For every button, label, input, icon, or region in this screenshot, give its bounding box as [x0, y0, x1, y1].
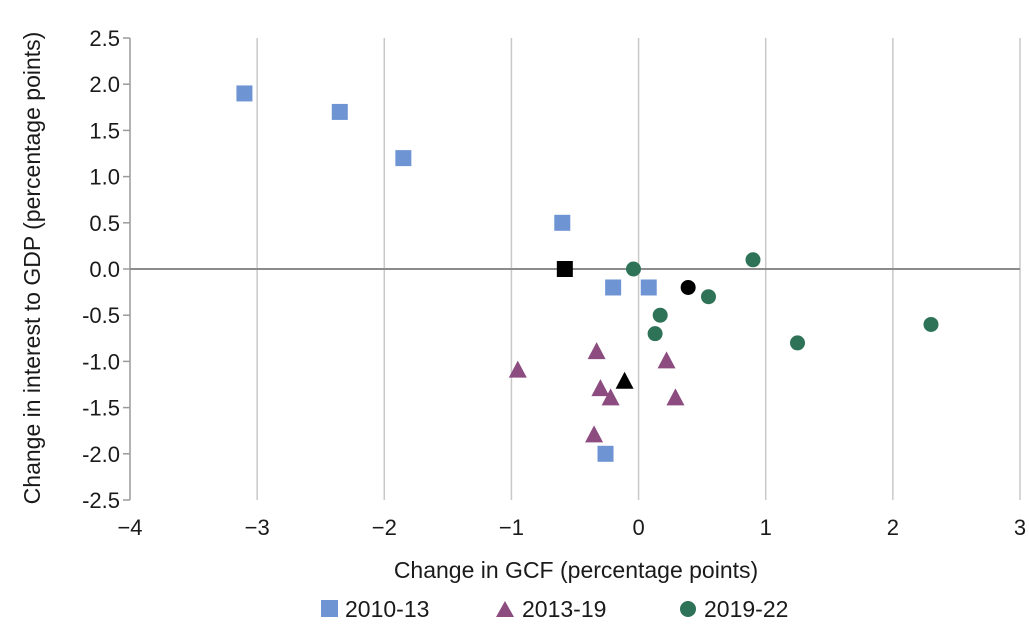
point-2010-13 — [605, 279, 622, 296]
x-tick-label: −4 — [117, 515, 142, 540]
point-2013-19 — [657, 351, 676, 369]
legend-label-2010-13: 2010-13 — [345, 596, 429, 622]
point-2013-19 — [601, 388, 620, 406]
average-point-2013-19 — [615, 371, 634, 389]
x-tick-label: 2 — [887, 515, 899, 540]
legend-marker-2019-22 — [680, 601, 696, 617]
x-tick-label: 3 — [1014, 515, 1026, 540]
y-tick-label: 1.0 — [89, 165, 120, 190]
point-2013-19 — [508, 360, 527, 378]
y-tick-label: -0.5 — [82, 303, 120, 328]
y-tick-label: 1.5 — [89, 118, 120, 143]
tick-labels: 2.5 2.0 1.5 1.0 0.5 0.0 -0.5 -1.0 -1.5 -2.0 -2.5−4… — [82, 26, 1026, 540]
point-2019-22 — [923, 316, 939, 332]
point-2010-13 — [236, 85, 253, 102]
point-2013-19 — [666, 388, 685, 406]
average-point-2019-22 — [680, 279, 696, 295]
point-2013-19 — [585, 425, 604, 443]
x-tick-label: −3 — [245, 515, 270, 540]
point-2013-19 — [591, 379, 610, 397]
legend: 2010-13 2013-19 2019-22 — [321, 596, 788, 622]
average-point-2010-13 — [556, 261, 573, 277]
point-2010-13 — [395, 150, 412, 167]
y-tick-label: 0.0 — [89, 257, 120, 282]
point-2019-22 — [652, 307, 668, 323]
point-2010-13 — [597, 445, 614, 462]
point-2019-22 — [647, 326, 663, 342]
y-tick-label: -1.5 — [82, 396, 120, 421]
point-2010-13 — [554, 214, 571, 231]
legend-marker-2010-13 — [321, 600, 338, 617]
point-2019-22 — [625, 261, 641, 277]
point-2010-13 — [331, 103, 348, 120]
y-tick-label: 2.0 — [89, 72, 120, 97]
point-2019-22 — [790, 335, 805, 351]
x-axis-title: Change in GCF (percentage points) — [394, 557, 758, 583]
y-tick-label: -2.5 — [82, 488, 120, 513]
x-tick-label: −1 — [499, 515, 524, 540]
point-2010-13 — [640, 279, 657, 296]
y-axis-title: Change in interest to GDP (percentage po… — [19, 32, 45, 505]
y-tick-label: -2.0 — [82, 442, 120, 467]
x-tick-label: 0 — [632, 515, 644, 540]
data-points — [236, 85, 939, 462]
x-tick-label: 1 — [760, 515, 772, 540]
point-2013-19 — [587, 342, 606, 360]
legend-marker-2013-19 — [496, 601, 514, 617]
y-tick-label: 0.5 — [89, 211, 120, 236]
point-2019-22 — [701, 289, 716, 305]
axes — [123, 37, 1020, 501]
point-2019-22 — [745, 252, 761, 268]
y-tick-label: 2.5 — [89, 26, 120, 51]
legend-label-2013-19: 2013-19 — [522, 596, 606, 622]
x-tick-label: −2 — [372, 515, 397, 540]
legend-label-2019-22: 2019-22 — [704, 596, 788, 622]
y-tick-label: -1.0 — [82, 349, 120, 374]
